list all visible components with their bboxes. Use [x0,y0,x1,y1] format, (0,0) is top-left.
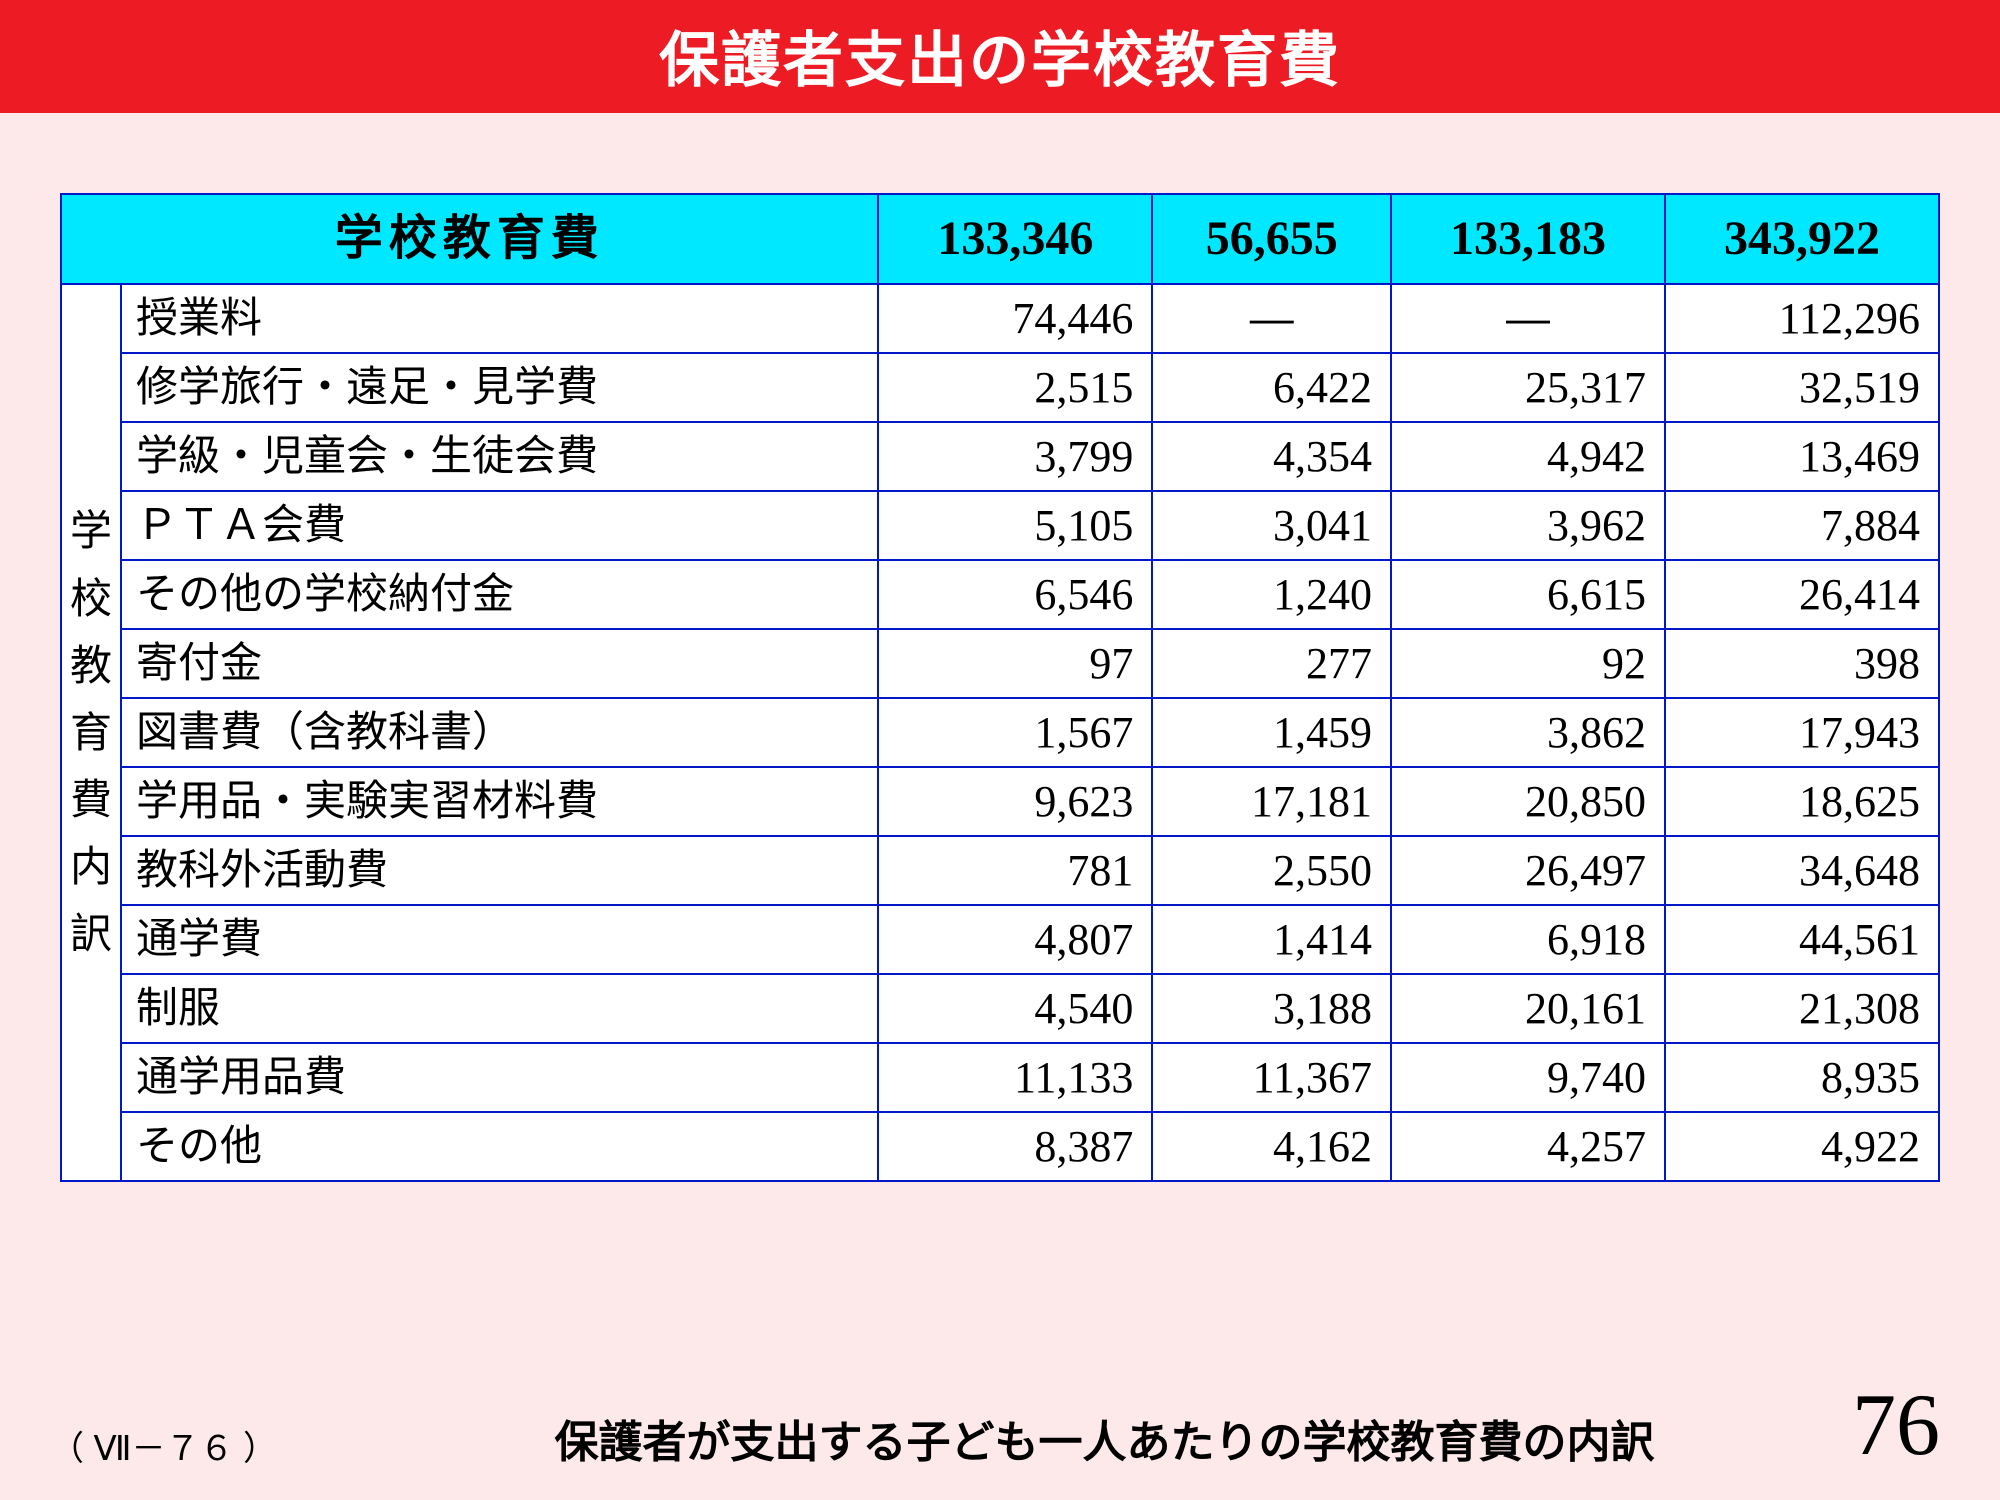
cell-value: 9,740 [1391,1043,1665,1112]
cell-value: 7,884 [1665,491,1939,560]
cell-value: 6,546 [878,560,1152,629]
header-value-0: 133,346 [878,194,1152,284]
cell-value: 44,561 [1665,905,1939,974]
row-label: 通学費 [121,905,878,974]
table-row: その他の学校納付金6,5461,2406,61526,414 [61,560,1939,629]
cell-value: 3,962 [1391,491,1665,560]
cell-value: 4,162 [1152,1112,1391,1181]
cell-value: 3,188 [1152,974,1391,1043]
cell-value: 4,257 [1391,1112,1665,1181]
table-row: 図書費（含教科書）1,5671,4593,86217,943 [61,698,1939,767]
cell-value: ― [1391,284,1665,353]
cell-value: 17,181 [1152,767,1391,836]
cell-value: 3,799 [878,422,1152,491]
cell-value: 26,497 [1391,836,1665,905]
header-value-2: 133,183 [1391,194,1665,284]
title-bar: 保護者支出の学校教育費 [0,0,2000,113]
row-label: ＰＴＡ会費 [121,491,878,560]
page-number: 76 [1852,1382,1940,1470]
cell-value: 20,161 [1391,974,1665,1043]
cell-value: 4,942 [1391,422,1665,491]
cell-value: 32,519 [1665,353,1939,422]
table-row: 修学旅行・遠足・見学費2,5156,42225,31732,519 [61,353,1939,422]
cell-value: 25,317 [1391,353,1665,422]
cell-value: 277 [1152,629,1391,698]
table-row: ＰＴＡ会費5,1053,0413,9627,884 [61,491,1939,560]
cell-value: 4,922 [1665,1112,1939,1181]
cell-value: 74,446 [878,284,1152,353]
cell-value: 4,540 [878,974,1152,1043]
header-value-3: 343,922 [1665,194,1939,284]
cell-value: 781 [878,836,1152,905]
cell-value: 6,918 [1391,905,1665,974]
table-row: 教科外活動費7812,55026,49734,648 [61,836,1939,905]
cell-value: 13,469 [1665,422,1939,491]
cell-value: 1,414 [1152,905,1391,974]
header-label: 学校教育費 [61,194,878,284]
cell-value: 11,133 [878,1043,1152,1112]
cell-value: 34,648 [1665,836,1939,905]
side-label: 学校教育費内訳 [61,284,121,1181]
cell-value: 2,515 [878,353,1152,422]
row-label: 修学旅行・遠足・見学費 [121,353,878,422]
cell-value: 26,414 [1665,560,1939,629]
row-label: 授業料 [121,284,878,353]
table-row: 学校教育費内訳授業料74,446――112,296 [61,284,1939,353]
table-row: 学用品・実験実習材料費9,62317,18120,85018,625 [61,767,1939,836]
table-row: 制服4,5403,18820,16121,308 [61,974,1939,1043]
pager-left: （ Ⅶ－７６ ） [50,1421,277,1470]
table-row: 通学用品費11,13311,3679,7408,935 [61,1043,1939,1112]
row-label: 寄付金 [121,629,878,698]
expense-table: 学校教育費 133,346 56,655 133,183 343,922 学校教… [60,193,1940,1182]
cell-value: 3,041 [1152,491,1391,560]
cell-value: 8,935 [1665,1043,1939,1112]
footer: （ Ⅶ－７６ ） 保護者が支出する子ども一人あたりの学校教育費の内訳 76 [0,1382,2000,1470]
footer-subtitle: 保護者が支出する子ども一人あたりの学校教育費の内訳 [277,1406,1852,1470]
cell-value: 4,807 [878,905,1152,974]
row-label: その他 [121,1112,878,1181]
cell-value: 20,850 [1391,767,1665,836]
table-row: 学級・児童会・生徒会費3,7994,3544,94213,469 [61,422,1939,491]
cell-value: 1,567 [878,698,1152,767]
cell-value: 1,459 [1152,698,1391,767]
cell-value: 2,550 [1152,836,1391,905]
cell-value: 8,387 [878,1112,1152,1181]
cell-value: 398 [1665,629,1939,698]
cell-value: 6,615 [1391,560,1665,629]
cell-value: 21,308 [1665,974,1939,1043]
cell-value: 92 [1391,629,1665,698]
cell-value: 112,296 [1665,284,1939,353]
row-label: 図書費（含教科書） [121,698,878,767]
cell-value: 97 [878,629,1152,698]
cell-value: ― [1152,284,1391,353]
cell-value: 1,240 [1152,560,1391,629]
table-container: 学校教育費 133,346 56,655 133,183 343,922 学校教… [60,193,1940,1182]
cell-value: 4,354 [1152,422,1391,491]
cell-value: 11,367 [1152,1043,1391,1112]
cell-value: 9,623 [878,767,1152,836]
header-value-1: 56,655 [1152,194,1391,284]
cell-value: 5,105 [878,491,1152,560]
table-row: 寄付金9727792398 [61,629,1939,698]
row-label: 通学用品費 [121,1043,878,1112]
row-label: 教科外活動費 [121,836,878,905]
row-label: 学用品・実験実習材料費 [121,767,878,836]
cell-value: 3,862 [1391,698,1665,767]
row-label: 制服 [121,974,878,1043]
cell-value: 6,422 [1152,353,1391,422]
table-row: その他8,3874,1624,2574,922 [61,1112,1939,1181]
table-row: 通学費4,8071,4146,91844,561 [61,905,1939,974]
table-header-row: 学校教育費 133,346 56,655 133,183 343,922 [61,194,1939,284]
cell-value: 18,625 [1665,767,1939,836]
page-title: 保護者支出の学校教育費 [0,12,2000,99]
row-label: 学級・児童会・生徒会費 [121,422,878,491]
row-label: その他の学校納付金 [121,560,878,629]
table-body: 学校教育費内訳授業料74,446――112,296修学旅行・遠足・見学費2,51… [61,284,1939,1181]
cell-value: 17,943 [1665,698,1939,767]
